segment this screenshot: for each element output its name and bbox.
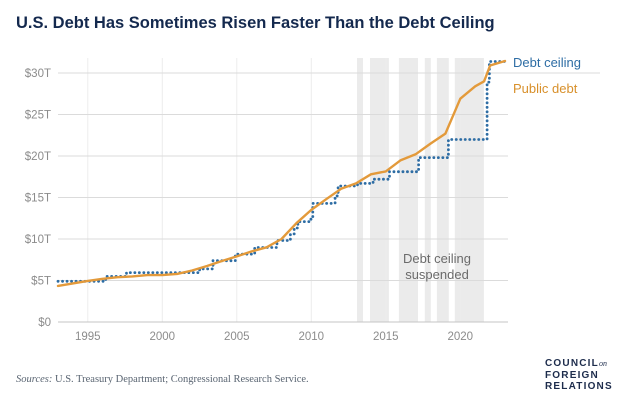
suspended-annotation-line2: suspended xyxy=(405,267,469,282)
y-tick-label: $5T xyxy=(31,276,51,288)
x-axis-tick-labels: 1995 2000 2005 2010 2015 2020 xyxy=(75,331,473,343)
suspension-band xyxy=(436,58,449,322)
x-tick-label: 2000 xyxy=(150,331,176,343)
x-tick-label: 2015 xyxy=(373,331,399,343)
data-series-lines xyxy=(56,59,507,288)
x-tick-label: 2005 xyxy=(224,331,250,343)
debt-chart: $0 $5T $10T $15T $20T $25T $30T 1995 2000 2005 20… xyxy=(25,55,600,343)
y-tick-label: $30T xyxy=(25,68,51,80)
cfr-logo-line3: RELATIONS xyxy=(545,381,613,392)
debt-ceiling-line xyxy=(56,59,507,283)
y-tick-label: $25T xyxy=(25,110,51,122)
y-tick-label: $0 xyxy=(38,317,51,329)
horizontal-gridlines xyxy=(58,72,600,323)
suspension-band xyxy=(357,58,363,322)
suspension-band xyxy=(454,58,484,322)
cfr-logo-line2: FOREIGN xyxy=(545,369,599,381)
x-tick-label: 1995 xyxy=(75,331,101,343)
vertical-gridlines xyxy=(87,58,461,322)
legend-debt-ceiling: Debt ceiling xyxy=(513,55,581,70)
cfr-logo-line1: COUNCILon xyxy=(545,358,607,369)
y-tick-label: $10T xyxy=(25,234,51,246)
y-tick-label: $15T xyxy=(25,193,51,205)
public-debt-line xyxy=(56,59,507,288)
x-tick-label: 2020 xyxy=(448,331,474,343)
suspended-annotation-line1: Debt ceiling xyxy=(403,251,471,266)
x-tick-label: 2010 xyxy=(299,331,325,343)
suspension-band xyxy=(370,58,389,322)
legend-public-debt: Public debt xyxy=(513,81,578,96)
sources-line: Sources: U.S. Treasury Department; Congr… xyxy=(16,374,309,385)
sources-label: Sources: xyxy=(16,374,53,385)
suspension-band xyxy=(424,58,431,322)
suspension-band xyxy=(398,58,418,322)
y-axis-tick-labels: $0 $5T $10T $15T $20T $25T $30T xyxy=(25,68,51,329)
suspension-bands xyxy=(357,58,484,322)
page-title: U.S. Debt Has Sometimes Risen Faster Tha… xyxy=(16,14,495,32)
cfr-logo-on: on xyxy=(598,359,607,368)
y-tick-label: $20T xyxy=(25,151,51,163)
sources-text: U.S. Treasury Department; Congressional … xyxy=(52,374,309,385)
cfr-logo: COUNCILon FOREIGN RELATIONS xyxy=(545,358,613,393)
